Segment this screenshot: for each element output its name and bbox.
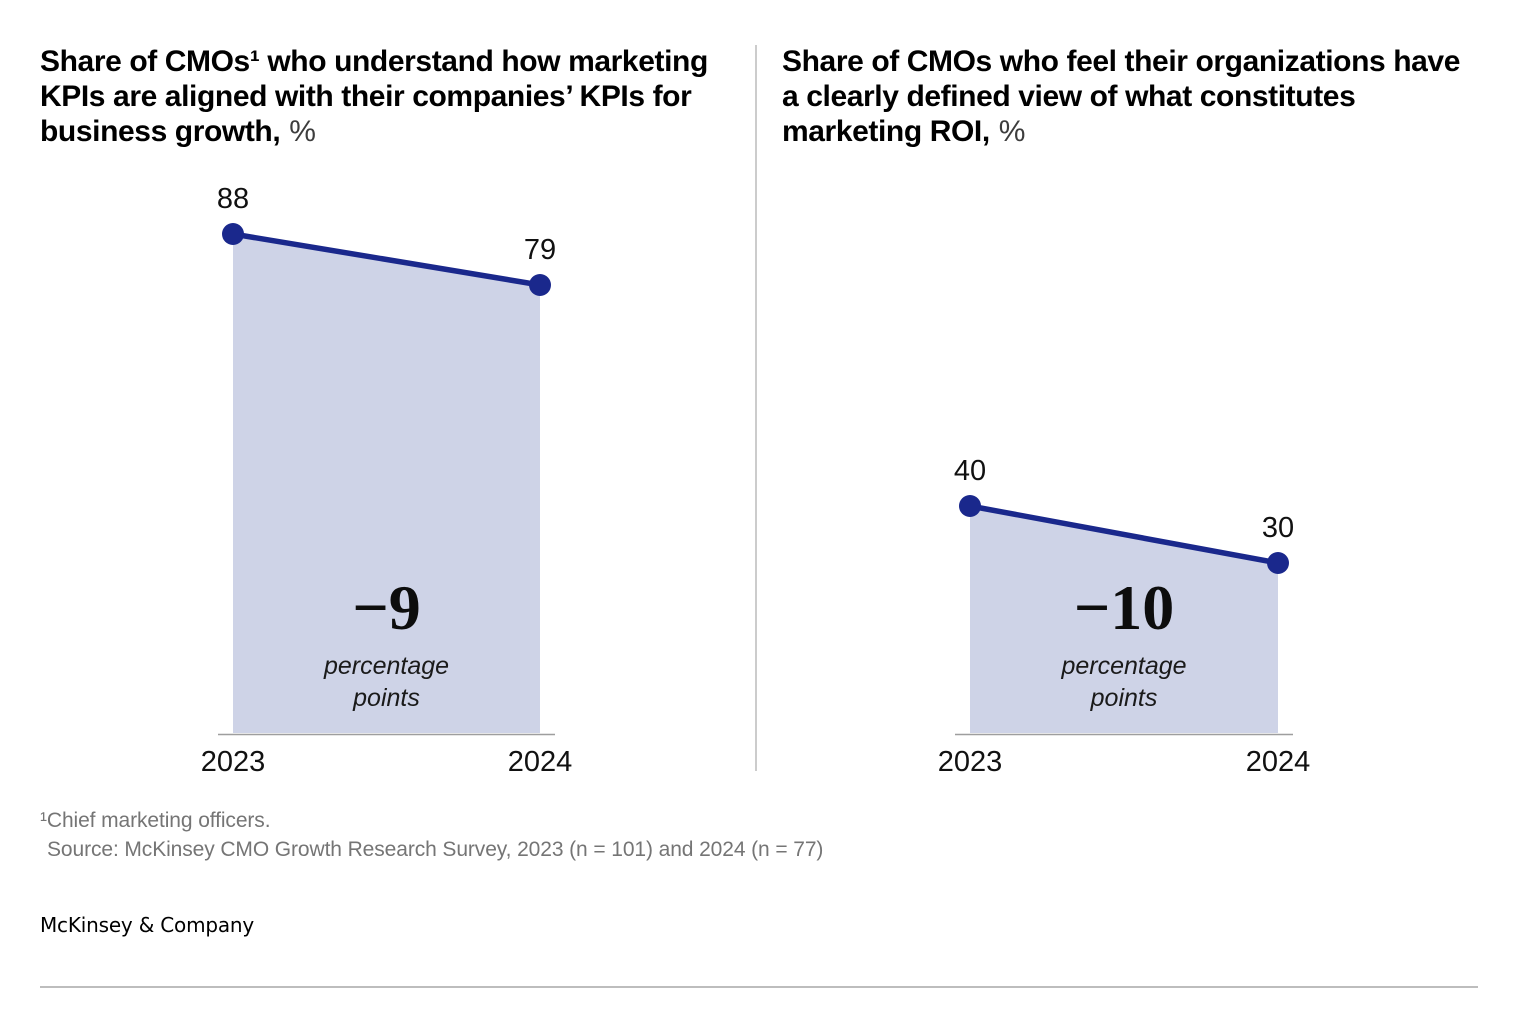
value-label-2024: 79	[523, 234, 557, 266]
value-label-2023: 40	[953, 455, 987, 487]
title-line: KPIs are aligned with their companies’ K…	[40, 80, 692, 113]
axis-tick-2024: 2024	[507, 746, 573, 778]
footnote-text: ¹Chief marketing officers.	[40, 809, 271, 832]
title-line: business growth,%	[40, 115, 316, 148]
trend-line	[232, 231, 541, 288]
value-label-2024: 30	[1261, 512, 1295, 544]
delta-annotation: −9 percentage points	[217, 575, 557, 714]
vertical-divider	[755, 45, 757, 771]
percent-unit-label: %	[998, 115, 1026, 148]
delta-caption: points	[353, 684, 420, 712]
data-point-2023	[222, 223, 244, 245]
title-line: Share of CMOs¹ who understand how market…	[40, 45, 708, 78]
source-text: Source: McKinsey CMO Growth Research Sur…	[47, 838, 824, 861]
footnote-block: ¹Chief marketing officers. Source: McKin…	[40, 806, 823, 864]
bottom-rule	[40, 986, 1478, 988]
axis-tick-2024: 2024	[1245, 746, 1311, 778]
delta-caption: percentage	[1061, 652, 1187, 680]
chart-title-right: Share of CMOs who feel their organizatio…	[782, 44, 1460, 149]
title-line: Share of CMOs who feel their organizatio…	[782, 45, 1460, 78]
data-point-2024	[1267, 552, 1289, 574]
delta-caption: points	[1090, 684, 1158, 712]
trend-line	[969, 503, 1279, 566]
axis-tick-2023: 2023	[200, 746, 266, 778]
delta-value: −10	[1073, 572, 1175, 643]
data-point-2024	[529, 274, 551, 296]
delta-annotation: −10 percentage points	[954, 575, 1294, 714]
title-line: a clearly defined view of what constitut…	[782, 80, 1356, 113]
value-label-2023: 88	[216, 183, 250, 215]
percent-unit-label: %	[289, 115, 316, 148]
title-line: marketing ROI,%	[782, 115, 1026, 148]
mckinsey-logo: McKinsey & Company	[40, 913, 255, 937]
chart-title-left: Share of CMOs¹ who understand how market…	[40, 44, 708, 149]
area-fill	[970, 506, 1278, 733]
axis-tick-2023: 2023	[937, 746, 1003, 778]
delta-value: −9	[352, 572, 421, 643]
delta-caption: percentage	[323, 652, 450, 680]
area-fill	[233, 234, 540, 733]
data-point-2023	[959, 495, 981, 517]
